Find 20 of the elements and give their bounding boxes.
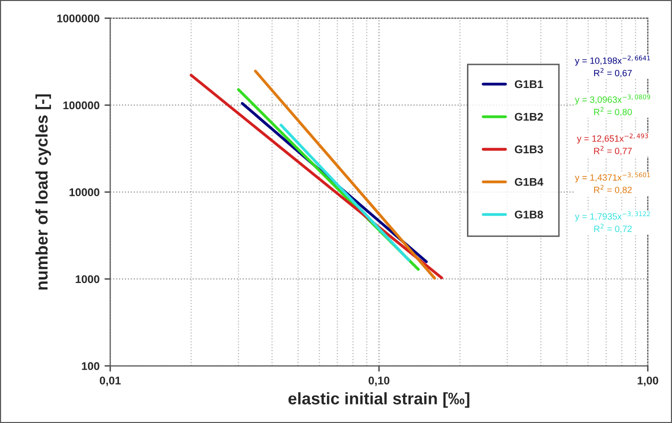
legend-label: G1B8 [514, 210, 544, 218]
text: y = 1,4371x$^{−3,5601}$ R$^{2}$ = 0,82 [574, 172, 650, 194]
x-axis-title: elastic initial strain [‰] [288, 392, 470, 408]
legend-label: G1B3 [514, 145, 543, 154]
y-tick-label: 100000 [63, 101, 100, 110]
y-tick-label: 1000000 [57, 14, 100, 22]
x-tick-label: 0,10 [368, 376, 390, 386]
x-tick-label: 0,01 [100, 376, 121, 386]
legend-label: G1B2 [514, 112, 543, 121]
legend-label: G1B4 [514, 178, 544, 186]
y-tick-label: 100 [82, 362, 100, 370]
text: y = 3,0963x$^{−3,0809}$ R$^{2}$ = 0,80 [574, 94, 650, 116]
x-tick-label: 1,00 [638, 376, 658, 386]
text: y = 12,651x$^{−2,493}$ R$^{2}$ = 0,77 [576, 134, 648, 156]
y-tick-label: 10000 [70, 188, 100, 196]
text: y = 10,198x$^{−2,6641}$ R$^{2}$ = 0,67 [574, 56, 650, 78]
legend-label: G1B1 [514, 80, 544, 88]
text: y = 1,7935x$^{−3,3122}$ R$^{2}$ = 0,72 [574, 211, 650, 234]
y-axis-title: number of load cycles [-] [35, 94, 51, 290]
y-tick-label: 1000 [76, 275, 100, 284]
